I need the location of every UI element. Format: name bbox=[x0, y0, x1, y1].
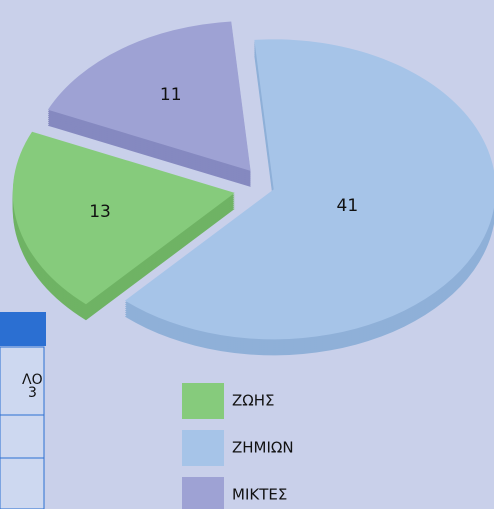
data-label: 41 bbox=[337, 196, 359, 216]
data-label: 11 bbox=[160, 85, 182, 105]
legend-label: ΜΙΚΤΕΣ bbox=[232, 486, 287, 504]
legend-label: ΖΩΗΣ bbox=[232, 392, 275, 410]
slice bbox=[124, 39, 494, 340]
legend-swatch bbox=[182, 477, 224, 509]
slice bbox=[12, 131, 235, 305]
legend-label: ΖΗΜΙΩΝ bbox=[232, 439, 294, 457]
legend-swatch bbox=[182, 383, 224, 419]
data-label: 13 bbox=[89, 202, 111, 222]
table-cell: ΛΟ bbox=[22, 372, 43, 388]
legend-swatch bbox=[182, 430, 224, 466]
table-fragment: ΛΟ 3 bbox=[0, 312, 46, 509]
slice bbox=[47, 21, 251, 171]
table-cell: 3 bbox=[28, 385, 37, 401]
table-body bbox=[0, 346, 45, 509]
table-header bbox=[0, 312, 46, 346]
